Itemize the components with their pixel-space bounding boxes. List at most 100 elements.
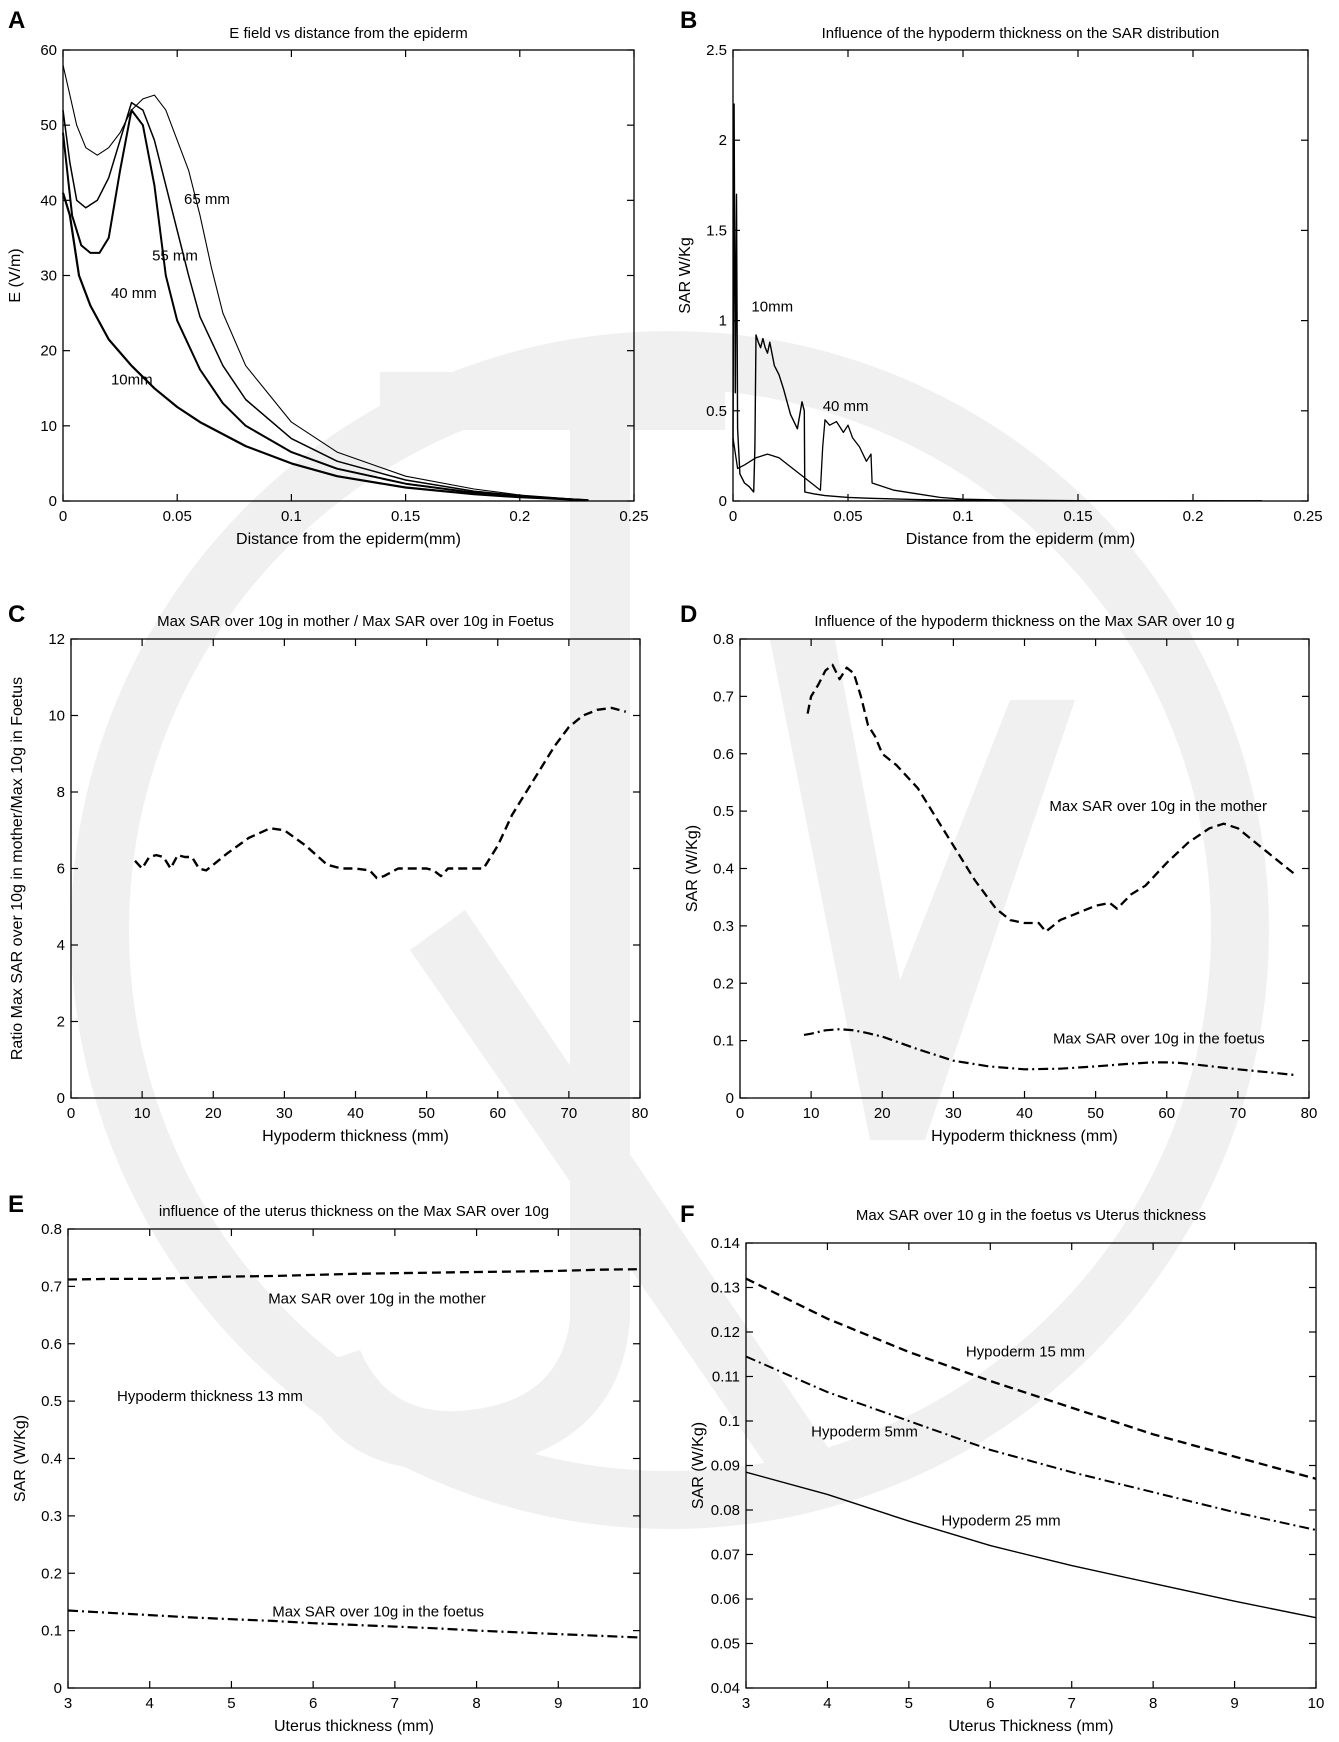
x-tick-label: 0.1 [953, 508, 974, 525]
y-tick-label: 4 [57, 937, 65, 954]
y-axis-label: SAR W/Kg [677, 237, 694, 313]
annotation-label: 65 mm [184, 191, 230, 208]
x-tick-label: 10 [1308, 1695, 1325, 1712]
annotation-label: Max SAR over 10g in the mother [1049, 798, 1267, 815]
y-tick-label: 50 [40, 117, 57, 134]
x-tick-label: 0 [729, 508, 737, 525]
x-tick-label: 6 [986, 1695, 994, 1712]
x-tick-label: 0.15 [391, 508, 420, 525]
y-tick-label: 0.09 [711, 1458, 740, 1475]
plot-frame [732, 49, 1309, 502]
panel-letter: B [680, 7, 697, 34]
annotation-label: Hypoderm 5mm [811, 1424, 918, 1441]
chart-title: E field vs distance from the epiderm [229, 25, 467, 42]
chart-title: influence of the uterus thickness on the… [159, 1203, 549, 1220]
y-tick-label: 0.3 [41, 1508, 62, 1525]
x-tick-label: 50 [1087, 1105, 1104, 1122]
x-tick-label: 30 [945, 1105, 962, 1122]
x-tick-label: 70 [1230, 1105, 1247, 1122]
x-tick-label: 9 [554, 1695, 562, 1712]
annotation-label: 55 mm [152, 247, 198, 264]
x-axis-label: Hypoderm thickness (mm) [931, 1128, 1118, 1145]
x-tick-label: 7 [1068, 1695, 1076, 1712]
y-tick-label: 0.4 [713, 861, 734, 878]
y-tick-label: 0 [57, 1090, 65, 1107]
y-tick-label: 0 [49, 493, 57, 510]
x-tick-label: 8 [1149, 1695, 1157, 1712]
x-tick-label: 80 [632, 1105, 649, 1122]
series-line-1 [803, 1028, 1295, 1077]
panel-letter: C [8, 601, 25, 628]
series-line-0 [134, 706, 627, 880]
series-line-0 [732, 103, 1010, 502]
x-tick-label: 10 [134, 1105, 151, 1122]
y-axis-label: SAR (W/Kg) [12, 1415, 29, 1502]
y-tick-label: 0 [726, 1090, 734, 1107]
panel-letter: E [8, 1191, 24, 1218]
annotation-label: 40 mm [823, 398, 869, 415]
y-tick-label: 0.2 [41, 1565, 62, 1582]
y-tick-label: 0 [719, 493, 727, 510]
x-tick-label: 0 [59, 508, 67, 525]
x-tick-label: 10 [632, 1695, 649, 1712]
annotation-label: Max SAR over 10g in the foetus [1053, 1030, 1265, 1047]
series-line-1 [67, 1609, 641, 1639]
panel-f: F Max SAR over 10 g in the foetus vs Uter… [680, 1201, 1324, 1735]
y-tick-label: 8 [57, 784, 65, 801]
series-line-0 [61, 192, 589, 502]
annotation-label: Max SAR over 10g in the mother [268, 1291, 486, 1308]
y-axis-label: SAR (W/Kg) [690, 1422, 707, 1509]
x-tick-label: 4 [146, 1695, 154, 1712]
x-tick-label: 0 [736, 1105, 744, 1122]
series-line-2 [745, 1471, 1317, 1619]
y-tick-label: 0.7 [41, 1278, 62, 1295]
y-tick-label: 2.5 [706, 42, 727, 59]
x-tick-label: 60 [489, 1105, 506, 1122]
series-line-1 [62, 109, 589, 502]
y-tick-label: 0.3 [713, 918, 734, 935]
x-axis-label: Distance from the epiderm(mm) [236, 531, 461, 548]
x-tick-label: 8 [472, 1695, 480, 1712]
chart-title: Influence of the hypoderm thickness on t… [814, 613, 1234, 630]
annotation-label: Hypoderm 25 mm [941, 1513, 1060, 1530]
y-tick-label: 0.5 [713, 803, 734, 820]
y-tick-label: 2 [57, 1014, 65, 1031]
y-tick-label: 0.12 [711, 1324, 740, 1341]
y-tick-label: 0.13 [711, 1280, 740, 1297]
annotation-label: Hypoderm 15 mm [966, 1343, 1085, 1360]
x-tick-label: 0.25 [619, 508, 648, 525]
y-tick-label: 0.6 [41, 1336, 62, 1353]
y-tick-label: 40 [40, 192, 57, 209]
x-tick-label: 70 [561, 1105, 578, 1122]
y-tick-label: 0.7 [713, 688, 734, 705]
panel-d: D Influence of the hypoderm thickness on … [680, 601, 1317, 1145]
y-tick-label: 1.5 [706, 222, 727, 239]
x-tick-label: 60 [1158, 1105, 1175, 1122]
y-tick-label: 0.04 [711, 1680, 740, 1697]
annotation-label: 10mm [111, 371, 153, 388]
x-tick-label: 50 [418, 1105, 435, 1122]
annotation-label: Max SAR over 10g in the foetus [272, 1603, 484, 1620]
y-tick-label: 0.08 [711, 1502, 740, 1519]
x-tick-label: 0.05 [163, 508, 192, 525]
series-line-2 [62, 101, 589, 501]
x-tick-label: 7 [391, 1695, 399, 1712]
y-tick-label: 20 [40, 343, 57, 360]
x-tick-label: 0.05 [833, 508, 862, 525]
y-tick-label: 0.2 [713, 975, 734, 992]
series-line-0 [806, 663, 1296, 933]
y-axis-label: E (V/m) [7, 248, 24, 302]
x-tick-label: 0.2 [1183, 508, 1204, 525]
panel-b: B Influence of the hypoderm thickness on … [677, 7, 1323, 548]
annotation-label: 10mm [751, 299, 793, 316]
y-tick-label: 0.14 [711, 1235, 740, 1252]
series-line-3 [62, 64, 589, 501]
chart-title: Max SAR over 10 g in the foetus vs Uteru… [856, 1207, 1206, 1224]
annotation-label: Hypoderm thickness 13 mm [117, 1388, 303, 1405]
x-tick-label: 5 [905, 1695, 913, 1712]
panel-a: A E field vs distance from the epiderm 0 0.… [7, 7, 649, 548]
x-tick-label: 6 [309, 1695, 317, 1712]
series-line-0 [745, 1277, 1317, 1480]
